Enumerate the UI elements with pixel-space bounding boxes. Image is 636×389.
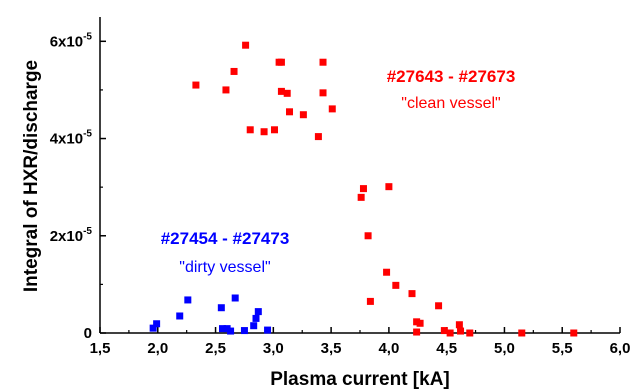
clean-vessel-point <box>270 126 278 134</box>
clean-vessel-point <box>364 232 372 240</box>
clean-vessel-point <box>466 329 474 337</box>
dirty-vessel-point <box>240 327 248 335</box>
x-tick-label: 1,5 <box>90 340 111 357</box>
clean-vessel-point <box>408 290 416 298</box>
x-tick-label: 4,0 <box>378 340 399 357</box>
clean-vessel-point <box>446 329 454 337</box>
clean-vessel-point <box>260 128 268 136</box>
x-tick-label: 2,0 <box>147 340 168 357</box>
clean-vessel-point <box>286 108 294 116</box>
dirty-vessel-point <box>227 327 235 335</box>
clean-vessel-point <box>440 327 448 335</box>
dirty-vessel-point <box>250 322 258 330</box>
clean-vessel-point <box>222 86 230 94</box>
clean-vessel-point <box>413 328 421 336</box>
clean-vessel-point <box>319 58 327 66</box>
x-tick-label: 6,0 <box>610 340 631 357</box>
dirty-vessel-point <box>254 308 262 316</box>
dirty-vessel-point <box>231 294 239 302</box>
dirty-vessel-point <box>264 326 272 334</box>
dirty-vessel-shot-range: #27454 - #27473 <box>161 229 290 248</box>
dirty-vessel-point <box>176 312 184 320</box>
x-ticks: 1,5 2,0 2,5 3,0 3,5 4,0 4,5 5,0 5,5 6,0 <box>90 327 631 357</box>
annotations: #27643 - #27673 "clean vessel" #27454 - #2… <box>161 67 516 276</box>
x-tick-label: 4,5 <box>436 340 457 357</box>
dirty-vessel-label: "dirty vessel" <box>179 259 270 276</box>
clean-vessel-point <box>230 67 238 75</box>
x-tick-label: 5,5 <box>552 340 573 357</box>
clean-vessel-point <box>570 329 578 337</box>
clean-vessel-point <box>392 281 400 289</box>
clean-vessel-shot-range: #27643 - #27673 <box>387 67 516 86</box>
clean-vessel-point <box>457 327 465 335</box>
clean-vessel-point <box>283 89 291 97</box>
clean-vessel-point <box>385 183 393 191</box>
clean-vessel-point <box>246 126 254 134</box>
y-tick-label: 0 <box>84 325 92 342</box>
clean-vessel-point <box>357 193 365 201</box>
clean-vessel-point <box>192 81 200 89</box>
axes <box>99 17 620 334</box>
clean-vessel-label: "clean vessel" <box>401 95 500 112</box>
dirty-vessel-point <box>218 325 226 333</box>
y-axis-title: Integral of HXR/discharge <box>21 60 42 292</box>
clean-vessel-point <box>299 111 307 119</box>
y-tick-label: 2x10-5 <box>50 226 93 245</box>
dirty-vessel-point <box>252 314 260 322</box>
clean-vessel-point <box>455 321 463 329</box>
clean-vessel-point <box>242 41 250 49</box>
clean-vessel-point <box>366 297 374 305</box>
y-tick-label: 4x10-5 <box>50 129 93 148</box>
clean-vessel-point <box>277 87 285 95</box>
clean-vessel-point <box>328 105 336 113</box>
clean-vessel-point <box>383 268 391 276</box>
x-tick-label: 3,5 <box>321 340 342 357</box>
clean-vessel-point <box>314 133 322 141</box>
dirty-vessel-point <box>149 324 157 332</box>
clean-vessel-point <box>416 319 424 327</box>
clean-vessel-point <box>518 329 526 337</box>
x-axis-title: Plasma current [kA] <box>270 369 450 389</box>
clean-vessel-point <box>435 302 443 310</box>
clean-vessel-point <box>319 89 327 97</box>
y-ticks: 0 2x10-5 4x10-5 6x10-5 <box>50 31 106 342</box>
x-tick-label: 2,5 <box>205 340 226 357</box>
data-points <box>149 41 578 337</box>
dirty-vessel-point <box>184 296 192 304</box>
x-tick-label: 5,0 <box>494 340 515 357</box>
clean-vessel-point <box>359 185 367 193</box>
dirty-vessel-point <box>153 320 161 328</box>
x-tick-label: 3,0 <box>263 340 284 357</box>
dirty-vessel-point <box>217 304 225 312</box>
y-tick-label: 6x10-5 <box>50 31 93 50</box>
clean-vessel-point <box>277 58 285 66</box>
